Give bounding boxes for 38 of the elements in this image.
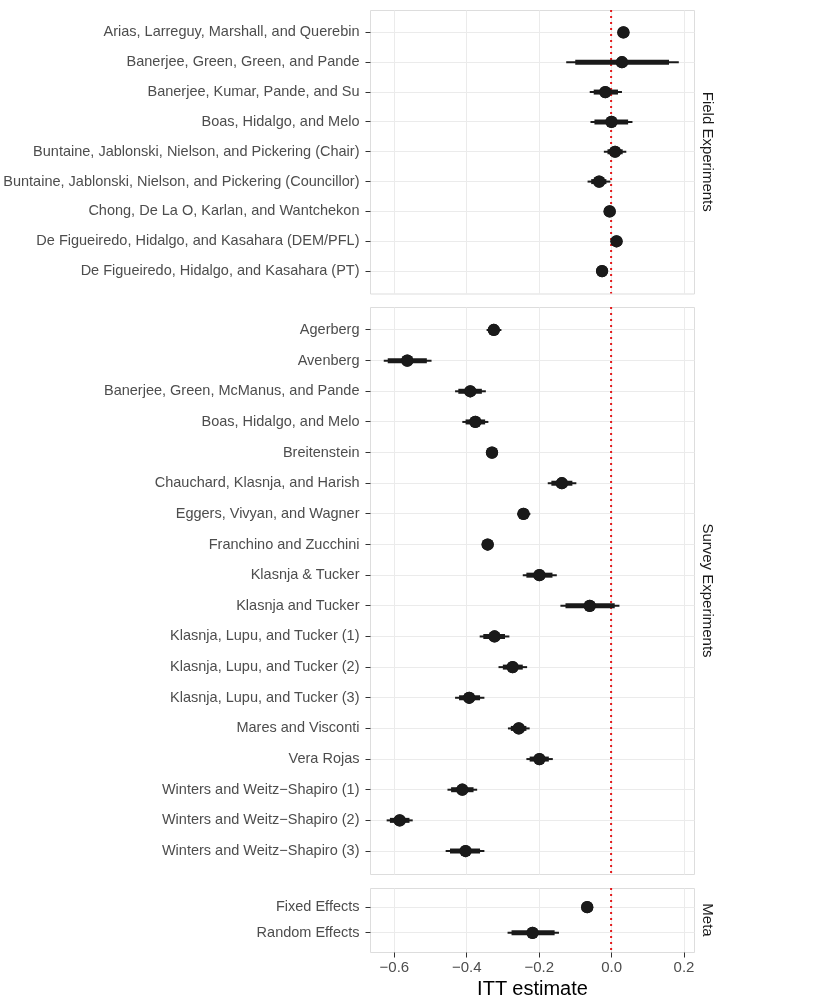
x-tick-label: −0.6 [379, 957, 410, 975]
y-tick-label: Fixed Effects [275, 898, 360, 915]
y-tick-label: Buntaine, Jablonski, Nielson, and Pickering (Chair) [33, 142, 360, 159]
text: Meta [700, 903, 717, 938]
x-tick-label: −0.2 [524, 957, 555, 975]
y-tick-label: Klasnja & Tucker [250, 566, 360, 583]
y-tick-label: Banerjee, Kumar, Pande, and Su [147, 83, 360, 100]
y-tick-label: Franchino and Zucchini [208, 535, 360, 552]
y-tick-label: Eggers, Vivyan, and Wagner [175, 504, 360, 521]
y-tick-label: Banerjee, Green, Green, and Pande [126, 53, 360, 70]
y-tick-label: De Figueiredo, Hidalgo, and Kasahara (DEM/PFL) [36, 232, 360, 249]
y-tick-label: Vera Rojas [288, 750, 360, 767]
x-axis-title: ITT estimate [477, 976, 588, 999]
y-tick-label: Avenberg [297, 351, 360, 368]
y-tick-label: Winters and Weitz−Shapiro (1) [161, 780, 360, 797]
text: Field Experiments [700, 91, 717, 212]
y-tick-label: Breitenstein [282, 443, 360, 460]
y-tick-label: Random Effects [256, 923, 360, 940]
x-tick-label: 0.0 [601, 957, 623, 975]
y-tick-label: Winters and Weitz−Shapiro (3) [161, 842, 360, 859]
y-tick-label: Banerjee, Green, McManus, and Pande [103, 382, 360, 399]
y-tick-label: Winters and Weitz−Shapiro (2) [161, 811, 360, 828]
y-tick-label: Boas, Hidalgo, and Melo [201, 412, 360, 429]
y-tick-label: Klasnja, Lupu, and Tucker (3) [170, 688, 360, 705]
y-tick-label: Agerberg [299, 320, 360, 337]
y-tick-label: Mares and Visconti [236, 719, 360, 736]
y-tick-label: Chauchard, Klasnja, and Harish [154, 474, 360, 491]
y-tick-label: Klasnja, Lupu, and Tucker (1) [170, 627, 360, 644]
y-tick-label: De Figueiredo, Hidalgo, and Kasahara (PT) [80, 262, 360, 279]
y-tick-label: Klasnja and Tucker [236, 596, 360, 613]
x-tick-label: 0.2 [673, 957, 695, 975]
x-tick-label: −0.4 [451, 957, 482, 975]
text: Survey Experiments [700, 523, 717, 658]
y-tick-label: Chong, De La O, Karlan, and Wantchekon [88, 202, 360, 219]
y-tick-label: Arias, Larreguy, Marshall, and Querebin [103, 23, 360, 40]
y-tick-label: Klasnja, Lupu, and Tucker (2) [170, 658, 360, 675]
y-tick-label: Boas, Hidalgo, and Melo [201, 112, 360, 129]
y-tick-label: Buntaine, Jablonski, Nielson, and Pickering (Councillor) [3, 172, 360, 189]
